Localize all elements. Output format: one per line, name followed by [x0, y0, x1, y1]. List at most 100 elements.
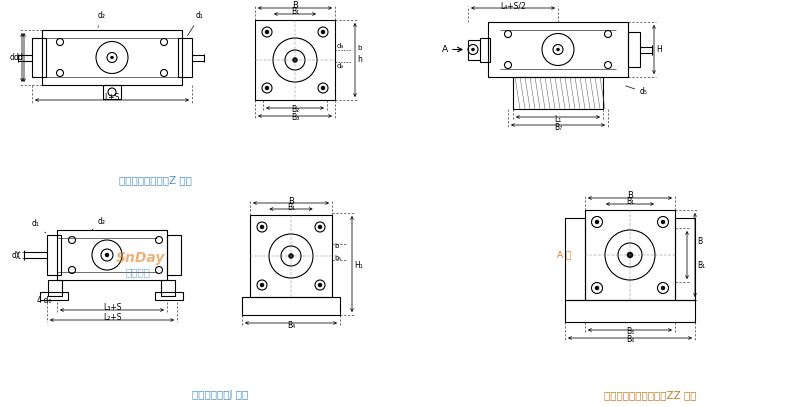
Circle shape — [321, 30, 325, 34]
Circle shape — [318, 83, 328, 93]
Circle shape — [595, 286, 599, 290]
Circle shape — [260, 283, 264, 287]
Text: b: b — [334, 243, 338, 249]
Text: d: d — [9, 53, 14, 62]
Circle shape — [468, 44, 478, 55]
Circle shape — [658, 217, 669, 228]
Circle shape — [618, 243, 642, 267]
Text: B₁: B₁ — [697, 261, 705, 270]
Text: d₂: d₂ — [98, 11, 106, 27]
Circle shape — [505, 61, 511, 68]
Bar — [480, 37, 490, 61]
Text: L₄+S/2: L₄+S/2 — [500, 2, 526, 11]
Circle shape — [69, 267, 75, 274]
Circle shape — [69, 236, 75, 243]
Text: B: B — [697, 237, 702, 246]
Bar — [565, 300, 695, 322]
Circle shape — [161, 70, 167, 77]
Bar — [167, 235, 181, 275]
Bar — [513, 77, 603, 109]
Text: A 向: A 向 — [557, 250, 571, 260]
Text: H₁: H₁ — [354, 260, 362, 269]
Text: d: d — [17, 53, 22, 62]
Circle shape — [321, 86, 325, 90]
Text: b: b — [357, 45, 362, 51]
Circle shape — [155, 267, 162, 274]
Text: d₅: d₅ — [626, 86, 648, 96]
Text: L₃+S: L₃+S — [102, 304, 122, 313]
Bar — [57, 230, 167, 280]
Text: L+S: L+S — [104, 92, 120, 101]
Circle shape — [262, 83, 272, 93]
Circle shape — [105, 253, 109, 257]
Text: 4-d₆: 4-d₆ — [36, 296, 52, 305]
Text: 中间铰轴支座式气缸（ZZ 型）: 中间铰轴支座式气缸（ZZ 型） — [604, 390, 696, 400]
Circle shape — [257, 222, 267, 232]
Circle shape — [262, 27, 272, 37]
Circle shape — [293, 57, 298, 63]
Text: 中间铰轴式气缸（Z 型）: 中间铰轴式气缸（Z 型） — [118, 175, 191, 185]
Circle shape — [265, 86, 269, 90]
Bar — [32, 38, 46, 77]
Circle shape — [155, 236, 162, 243]
Bar — [103, 85, 121, 99]
Bar — [178, 38, 192, 77]
Text: B₅: B₅ — [626, 328, 634, 337]
Circle shape — [661, 286, 665, 290]
Text: B₃: B₃ — [291, 114, 299, 123]
Circle shape — [318, 225, 322, 229]
Bar — [628, 32, 640, 67]
Circle shape — [110, 56, 114, 59]
Text: d: d — [14, 53, 19, 62]
Circle shape — [553, 44, 563, 55]
Bar — [48, 280, 62, 296]
Text: B: B — [288, 197, 294, 206]
Text: d₃: d₃ — [337, 44, 344, 49]
Text: d₁: d₁ — [187, 11, 204, 36]
Text: B₆: B₆ — [626, 335, 634, 344]
Text: SnDay: SnDay — [115, 251, 165, 265]
Bar — [585, 210, 675, 300]
Circle shape — [260, 225, 264, 229]
Bar — [250, 215, 332, 297]
Bar — [255, 20, 335, 100]
Circle shape — [108, 88, 116, 96]
Bar — [675, 218, 695, 300]
Circle shape — [542, 33, 574, 66]
Bar — [47, 235, 61, 275]
Text: 神威气动: 神威气动 — [126, 267, 150, 277]
Text: b₅: b₅ — [334, 255, 342, 260]
Text: H: H — [656, 45, 662, 54]
Circle shape — [57, 39, 63, 46]
Text: h: h — [357, 55, 362, 64]
Text: B: B — [627, 192, 633, 201]
Text: A: A — [442, 45, 448, 54]
Bar — [488, 22, 628, 77]
Text: 脚架式气缸（J 型）: 脚架式气缸（J 型） — [192, 390, 248, 400]
Circle shape — [57, 70, 63, 77]
Circle shape — [605, 61, 611, 68]
Bar — [40, 292, 68, 300]
Circle shape — [318, 283, 322, 287]
Bar — [42, 30, 182, 85]
Circle shape — [101, 249, 113, 261]
Bar — [242, 297, 340, 315]
Circle shape — [591, 217, 602, 228]
Circle shape — [281, 246, 301, 266]
Text: B₇: B₇ — [554, 123, 562, 131]
Text: B₁: B₁ — [626, 197, 634, 206]
Circle shape — [265, 30, 269, 34]
Circle shape — [96, 42, 128, 74]
Circle shape — [273, 38, 317, 82]
Circle shape — [318, 27, 328, 37]
Circle shape — [658, 282, 669, 293]
Circle shape — [605, 31, 611, 37]
Text: L₂+S: L₂+S — [102, 313, 122, 322]
Circle shape — [107, 53, 117, 63]
Circle shape — [557, 48, 559, 51]
Circle shape — [161, 39, 167, 46]
Circle shape — [257, 280, 267, 290]
Text: d: d — [11, 250, 16, 260]
Circle shape — [661, 220, 665, 224]
Circle shape — [315, 222, 325, 232]
